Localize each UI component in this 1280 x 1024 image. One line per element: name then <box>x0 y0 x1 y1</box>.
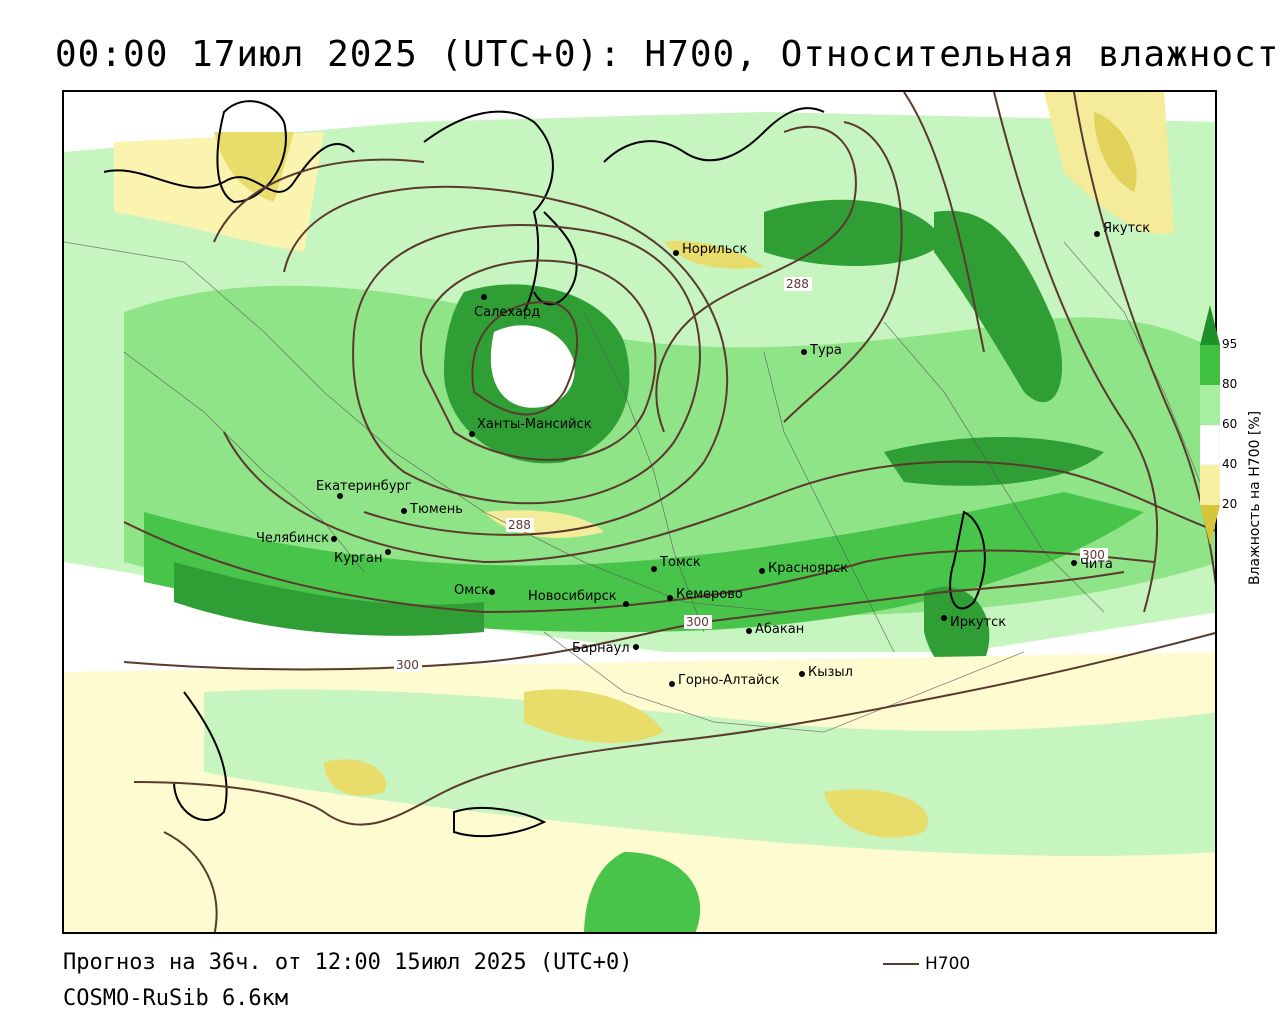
city-krasnoyarsk: Красноярск <box>759 561 848 576</box>
colorbar-band-40-60 <box>1199 424 1221 466</box>
humidity-colorbar <box>1199 305 1221 545</box>
city-gorno-altaysk: Горно-Алтайск <box>669 673 780 688</box>
map-title: 00:00 17июл 2025 (UTC+0): H700, Относите… <box>55 34 1280 75</box>
colorbar-tick-80: 80 <box>1222 377 1238 391</box>
svg-text:288: 288 <box>786 277 809 291</box>
svg-text:Челябинск: Челябинск <box>256 531 329 546</box>
svg-text:Кызыл: Кызыл <box>808 665 853 680</box>
city-chelyabinsk: Челябинск <box>256 531 337 546</box>
svg-text:Якутск: Якутск <box>1103 221 1150 236</box>
city-salekhard: Салехард <box>474 294 540 320</box>
colorbar-tick-40: 40 <box>1222 457 1238 471</box>
city-markers: Якутск Норильск Салехард Тура Ханты-Манс… <box>256 221 1150 688</box>
city-ekaterinburg: Екатеринбург <box>316 479 412 499</box>
svg-text:Абакан: Абакан <box>755 622 804 637</box>
city-norilsk: Норильск <box>673 242 748 257</box>
svg-text:Курган: Курган <box>334 551 382 566</box>
map-canvas: 288 288 300 300 300 Якутск Норильск Сале… <box>64 92 1215 932</box>
city-omsk: Омск <box>454 583 495 598</box>
colorbar-top-triangle <box>1200 305 1220 345</box>
city-tyumen: Тюмень <box>401 502 463 517</box>
colorbar-band-20-40 <box>1200 465 1220 505</box>
humidity-field <box>64 92 1215 932</box>
svg-text:Ханты-Мансийск: Ханты-Мансийск <box>477 417 592 432</box>
colorbar-tick-20: 20 <box>1222 497 1238 511</box>
city-khanty-mansiysk: Ханты-Мансийск <box>469 417 592 437</box>
svg-text:Тюмень: Тюмень <box>409 502 463 517</box>
city-barnaul: Барнаул <box>572 641 639 656</box>
legend-label: H700 <box>925 954 971 974</box>
svg-text:Тура: Тура <box>809 343 842 358</box>
city-tomsk: Томск <box>651 555 701 572</box>
svg-text:Салехард: Салехард <box>474 305 540 320</box>
svg-text:Барнаул: Барнаул <box>572 641 630 656</box>
city-abakan: Абакан <box>746 622 804 637</box>
svg-text:Новосибирск: Новосибирск <box>528 589 617 604</box>
city-tura: Тура <box>801 343 842 358</box>
city-kurgan: Курган <box>334 549 391 566</box>
city-kyzyl: Кызыл <box>799 665 853 680</box>
model-name: COSMO-RuSib 6.6км <box>63 986 289 1011</box>
svg-text:Екатеринбург: Екатеринбург <box>316 479 412 494</box>
svg-text:Иркутск: Иркутск <box>950 615 1006 630</box>
svg-text:300: 300 <box>1082 548 1105 562</box>
legend-line-swatch <box>883 963 919 965</box>
isoline-labels: 288 288 300 300 300 <box>394 277 1108 672</box>
city-kemerovo: Кемерово <box>667 587 743 602</box>
forecast-info: Прогноз на 36ч. от 12:00 15июл 2025 (UTC… <box>63 950 633 975</box>
colorbar-band-80-95 <box>1200 345 1220 385</box>
weather-map: 288 288 300 300 300 Якутск Норильск Сале… <box>62 90 1217 934</box>
svg-text:Чита: Чита <box>1080 557 1113 572</box>
svg-text:Кемерово: Кемерово <box>676 587 743 602</box>
coastlines <box>103 100 986 838</box>
svg-text:288: 288 <box>508 518 531 532</box>
city-irkutsk: Иркутск <box>941 615 1006 630</box>
colorbar-title: Влажность на H700 [%] <box>1247 410 1263 585</box>
colorbar-tick-60: 60 <box>1222 417 1238 431</box>
colorbar-bottom-triangle <box>1200 505 1220 545</box>
svg-text:300: 300 <box>396 658 419 672</box>
svg-text:Красноярск: Красноярск <box>768 561 848 576</box>
svg-text:300: 300 <box>686 615 709 629</box>
region-borders <box>64 241 1205 733</box>
city-yakutsk: Якутск <box>1094 221 1150 237</box>
city-novosibirsk: Новосибирск <box>528 589 629 607</box>
svg-text:Норильск: Норильск <box>682 242 748 257</box>
svg-text:Омск: Омск <box>454 583 489 598</box>
city-chita: Чита <box>1071 557 1113 572</box>
colorbar-band-60-80 <box>1200 385 1220 425</box>
svg-text:Томск: Томск <box>659 555 701 570</box>
colorbar-tick-95: 95 <box>1222 337 1238 351</box>
svg-text:Горно-Алтайск: Горно-Алтайск <box>678 673 780 688</box>
isoline-legend: H700 <box>883 954 970 974</box>
